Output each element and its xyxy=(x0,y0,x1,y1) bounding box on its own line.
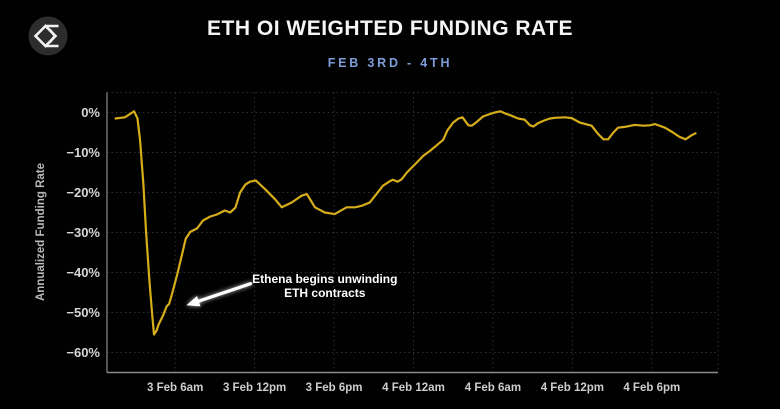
x-tick-label: 4 Feb 6am xyxy=(465,382,521,394)
x-tick-label: 4 Feb 12pm xyxy=(541,382,604,394)
x-tick-label: 4 Feb 12am xyxy=(382,382,445,394)
plot-frame xyxy=(106,92,719,373)
y-tick-label: −40% xyxy=(66,265,100,280)
logo-badge xyxy=(28,16,68,56)
y-tick-label: −10% xyxy=(66,145,100,160)
x-tick-label: 4 Feb 6pm xyxy=(623,382,680,394)
chart-title: ETH OI WEIGHTED FUNDING RATE xyxy=(207,17,573,40)
y-tick-label: −30% xyxy=(66,225,100,240)
annotation-arrow-shaft xyxy=(197,282,253,303)
annotation-arrow xyxy=(186,282,253,307)
funding-rate-line xyxy=(114,110,697,336)
y-tick-label: −60% xyxy=(66,345,100,360)
y-tick-label: −50% xyxy=(66,305,100,320)
annotation-line-2: ETH contracts xyxy=(284,285,366,300)
y-axis-title: Annualized Funding Rate xyxy=(35,163,47,301)
x-tick-label: 3 Feb 6pm xyxy=(306,382,363,394)
y-tick-label: 0% xyxy=(81,105,100,120)
annotation-label: Ethena begins unwinding ETH contracts xyxy=(252,272,397,300)
y-tick-label: −20% xyxy=(66,185,100,200)
sigma-diamond-icon xyxy=(28,16,68,56)
chart-subtitle: FEB 3RD - 4TH xyxy=(327,56,453,70)
x-tick-label: 3 Feb 12pm xyxy=(223,382,286,394)
annotation-line-1: Ethena begins unwinding xyxy=(252,271,398,286)
annotation-arrowhead xyxy=(186,295,201,307)
x-tick-label: 3 Feb 6am xyxy=(147,382,203,394)
